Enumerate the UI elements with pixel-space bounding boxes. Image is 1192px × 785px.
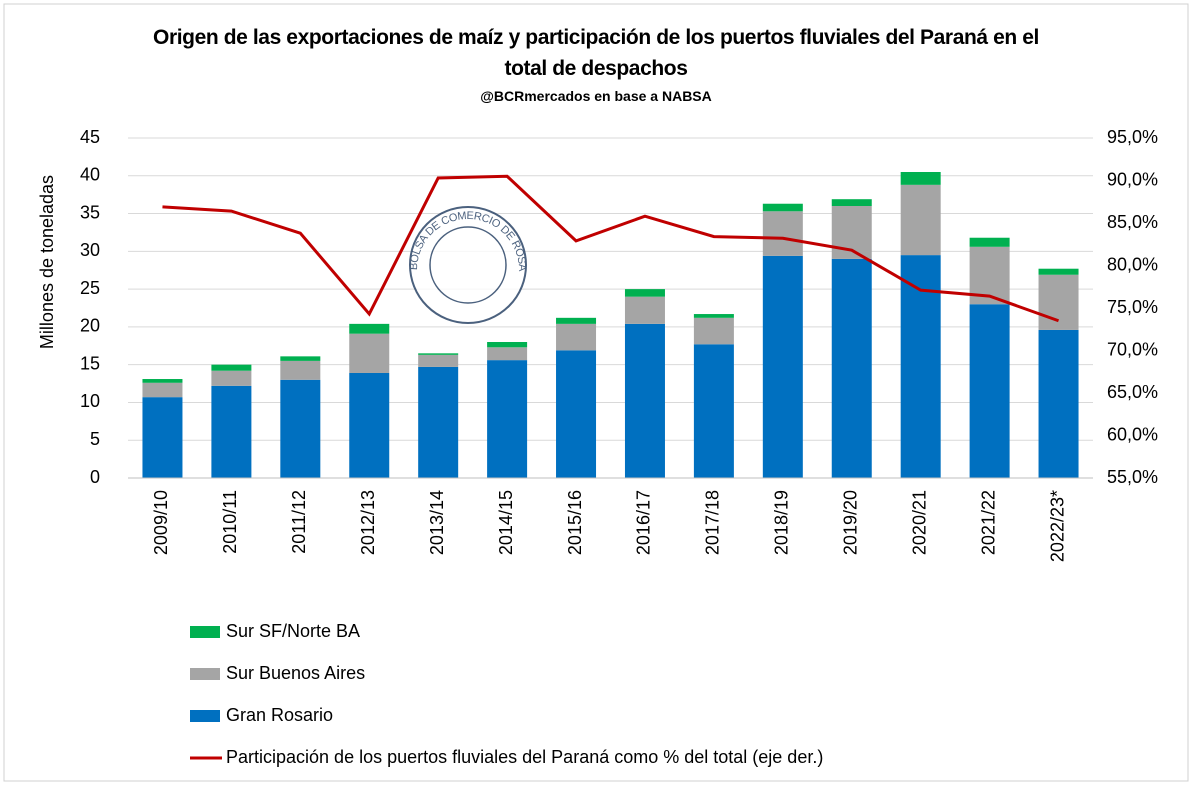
bar-segment [280, 356, 321, 361]
x-tick-label: 2018/19 [772, 490, 792, 555]
bar-segment [487, 342, 528, 348]
bar-segment [762, 255, 803, 478]
bar-segment [349, 333, 390, 373]
legend-label: Sur SF/Norte BA [226, 621, 360, 641]
bar-segment [624, 289, 665, 297]
bar-segment [762, 211, 803, 256]
y-tick-label: 10 [80, 391, 100, 411]
y-axis-label: Millones de toneladas [37, 175, 57, 349]
bar-segment [418, 354, 459, 367]
bar-segment [969, 237, 1010, 247]
x-tick-label: 2020/21 [909, 490, 929, 555]
bar-segment [142, 382, 183, 398]
legend-swatch [190, 668, 220, 680]
bar-segment [1038, 274, 1079, 330]
bar-segment [487, 360, 528, 478]
y2-tick-label: 65,0% [1107, 382, 1158, 402]
bar-segment [1038, 268, 1079, 275]
bar-segment [142, 397, 183, 478]
bar-segment [211, 364, 252, 371]
x-tick-label: 2014/15 [496, 490, 516, 555]
y-tick-label: 15 [80, 353, 100, 373]
x-tick-label: 2022/23* [1047, 490, 1067, 562]
y-tick-label: 5 [90, 429, 100, 449]
x-tick-label: 2015/16 [565, 490, 585, 555]
y2-tick-label: 90,0% [1107, 169, 1158, 189]
x-tick-label: 2009/10 [151, 490, 171, 555]
bar-segment [693, 317, 734, 345]
x-tick-label: 2013/14 [427, 490, 447, 555]
legend-label: Participación de los puertos fluviales d… [226, 747, 823, 767]
x-tick-label: 2017/18 [703, 490, 723, 555]
bar-segment [349, 372, 390, 478]
bar-segment [556, 317, 597, 324]
y2-tick-label: 60,0% [1107, 424, 1158, 444]
x-tick-label: 2011/12 [289, 490, 309, 554]
bar-segment [418, 366, 459, 478]
x-tick-label: 2012/13 [358, 490, 378, 555]
bar-segment [693, 314, 734, 318]
bar-segment [900, 172, 941, 185]
y-tick-label: 30 [80, 240, 100, 260]
legend-label: Sur Buenos Aires [226, 663, 365, 683]
legend-label: Gran Rosario [226, 705, 333, 725]
x-tick-label: 2016/17 [634, 490, 654, 555]
bar-segment [624, 296, 665, 324]
bar-segment [280, 379, 321, 478]
bar-segment [211, 385, 252, 478]
bar-segment [211, 370, 252, 386]
y-tick-label: 20 [80, 316, 100, 336]
y2-tick-label: 70,0% [1107, 339, 1158, 359]
bar-segment [349, 323, 390, 334]
bar-segment [693, 344, 734, 478]
bar-segment [831, 258, 872, 478]
bar-segment [900, 184, 941, 256]
bar-segment [280, 360, 321, 380]
y2-tick-label: 85,0% [1107, 212, 1158, 232]
bar-segment [1038, 329, 1079, 478]
bar-segment [556, 323, 597, 351]
chart-title: Origen de las exportaciones de maíz y pa… [153, 26, 1039, 80]
y-tick-label: 25 [80, 278, 100, 298]
y-tick-label: 0 [90, 467, 100, 487]
bar-segment [969, 304, 1010, 478]
bar-segment [762, 203, 803, 212]
legend-swatch [190, 710, 220, 722]
bar-segment [418, 353, 459, 355]
y-tick-label: 45 [80, 127, 100, 147]
bar-segment [487, 347, 528, 361]
y-tick-label: 40 [80, 165, 100, 185]
legend-swatch [190, 626, 220, 638]
x-tick-label: 2019/20 [841, 490, 861, 555]
y-tick-label: 35 [80, 202, 100, 222]
x-tick-label: 2021/22 [978, 490, 998, 555]
bar-segment [142, 379, 183, 383]
y2-tick-label: 75,0% [1107, 297, 1158, 317]
x-tick-label: 2010/11 [220, 490, 240, 554]
chart-subtitle: @BCRmercados en base a NABSA [480, 88, 712, 104]
bar-segment [556, 350, 597, 478]
bar-segment [624, 323, 665, 478]
y2-tick-label: 80,0% [1107, 254, 1158, 274]
bar-segment [831, 199, 872, 206]
y2-tick-label: 95,0% [1107, 127, 1158, 147]
line-series [162, 174, 1060, 323]
y2-tick-label: 55,0% [1107, 467, 1158, 487]
